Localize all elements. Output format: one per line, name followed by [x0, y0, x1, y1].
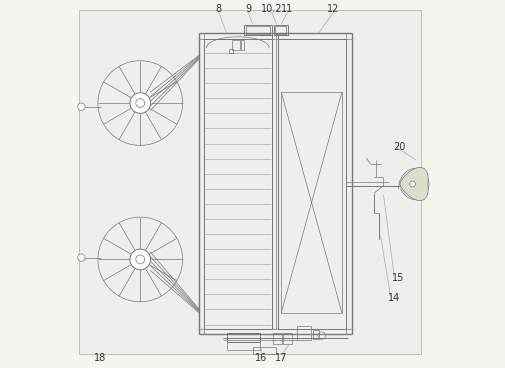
Text: 18: 18 — [93, 353, 106, 364]
Circle shape — [136, 99, 144, 107]
Circle shape — [78, 254, 85, 261]
Bar — [275, 26, 286, 34]
Bar — [313, 330, 319, 339]
Bar — [283, 333, 292, 344]
Circle shape — [130, 249, 150, 270]
Text: 12: 12 — [327, 4, 340, 14]
Bar — [252, 347, 276, 354]
Text: 8: 8 — [216, 4, 222, 14]
Polygon shape — [400, 167, 428, 201]
Bar — [281, 92, 342, 313]
Bar — [232, 40, 239, 50]
Bar — [227, 342, 260, 350]
Text: 15: 15 — [392, 273, 404, 283]
Bar — [246, 26, 270, 34]
Text: 16: 16 — [255, 353, 267, 364]
Bar — [241, 40, 244, 50]
Bar — [229, 49, 233, 53]
Bar — [204, 39, 272, 329]
Text: 9: 9 — [245, 4, 251, 14]
Circle shape — [98, 61, 183, 145]
Bar — [274, 25, 288, 35]
Bar — [273, 333, 282, 344]
Text: 20: 20 — [393, 142, 405, 152]
Circle shape — [78, 103, 85, 110]
Bar — [278, 39, 345, 329]
Text: 17: 17 — [275, 353, 287, 364]
Circle shape — [130, 93, 150, 113]
Text: 11: 11 — [281, 4, 293, 14]
Text: 10.2: 10.2 — [261, 4, 282, 14]
Circle shape — [136, 255, 144, 264]
Circle shape — [98, 217, 183, 302]
Bar — [227, 333, 260, 342]
Text: 14: 14 — [388, 293, 400, 303]
Bar — [244, 25, 272, 35]
Circle shape — [410, 181, 416, 187]
Bar — [296, 326, 312, 340]
Circle shape — [318, 332, 325, 339]
